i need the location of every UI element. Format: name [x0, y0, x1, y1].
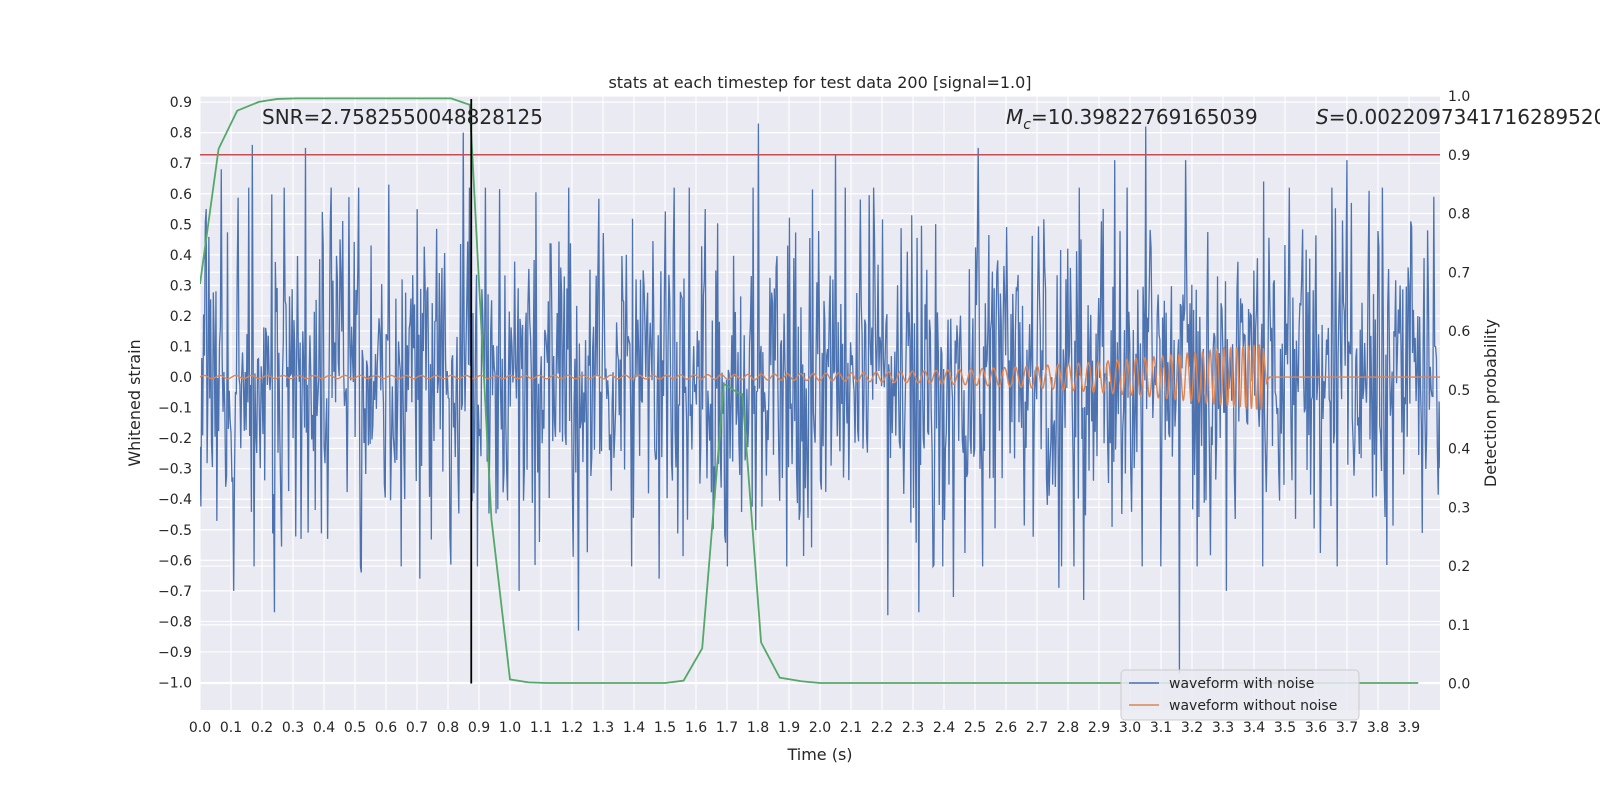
right-y-tick-label: 0.8 [1448, 207, 1470, 223]
right-y-tick-label: 0.0 [1448, 677, 1470, 693]
left-y-tick-label: 0.8 [170, 126, 192, 142]
x-axis-label: Time (s) [786, 745, 852, 764]
left-y-tick-label: −0.9 [158, 645, 192, 661]
right-y-tick-labels: 0.0 0.1 0.2 0.3 0.4 0.5 0.6 0.7 0.8 0.9 1.0 [1448, 89, 1470, 693]
x-tick-label: 2.7 [1026, 720, 1048, 736]
left-y-tick-label: −0.7 [158, 584, 192, 600]
chirp-mass-value: =10.39822769165039 [1031, 105, 1258, 129]
left-y-tick-label: −0.8 [158, 614, 192, 630]
snr-annotation: SNR=2.7582550048828125 [262, 105, 543, 129]
x-tick-label: 3.4 [1243, 720, 1265, 736]
left-y-tick-labels: −1.0 −0.9 −0.8 −0.7 −0.6 −0.5 −0.4 −0.3 −0.2 −0.1… [158, 95, 192, 691]
left-y-tick-label: 0.9 [170, 95, 192, 111]
x-tick-label: 3.3 [1212, 720, 1234, 736]
legend: waveform with noise waveform without noi… [1120, 669, 1360, 721]
left-y-tick-label: −1.0 [158, 676, 192, 692]
x-tick-label: 3.7 [1336, 720, 1358, 736]
x-tick-label: 0.6 [375, 720, 397, 736]
x-tick-label: 1.0 [499, 720, 521, 736]
left-y-tick-label: −0.3 [158, 462, 192, 478]
x-tick-label: 3.5 [1274, 720, 1296, 736]
left-y-tick-label: 0.3 [170, 278, 192, 294]
x-tick-label: 1.9 [778, 720, 800, 736]
left-y-tick-label: 0.2 [170, 309, 192, 325]
x-tick-label: 0.2 [251, 720, 273, 736]
left-y-tick-label: −0.5 [158, 523, 192, 539]
left-y-tick-label: 0.6 [170, 187, 192, 203]
left-y-axis-label: Whitened strain [125, 339, 144, 466]
x-tick-label: 0.0 [189, 720, 211, 736]
x-tick-label: 1.8 [747, 720, 769, 736]
left-y-tick-label: −0.6 [158, 553, 192, 569]
x-tick-label: 2.8 [1057, 720, 1079, 736]
chirp-mass-annotation: Mc=10.39822769165039 [1006, 105, 1258, 133]
right-y-tick-label: 0.6 [1448, 324, 1470, 340]
x-tick-label: 2.9 [1088, 720, 1110, 736]
left-y-tick-label: 0.1 [170, 339, 192, 355]
x-tick-label: 0.3 [282, 720, 304, 736]
legend-box [1120, 669, 1360, 721]
x-tick-label: 1.2 [561, 720, 583, 736]
s-symbol: S [1316, 105, 1329, 129]
chirp-mass-subscript: c [1023, 117, 1031, 133]
x-tick-label: 2.6 [995, 720, 1017, 736]
chart-title: stats at each timestep for test data 200… [608, 73, 1031, 92]
left-y-tick-label: 0.0 [170, 370, 192, 386]
x-tick-label: 2.0 [809, 720, 831, 736]
clean-waveform-line [200, 344, 1440, 411]
legend-clean-label: waveform without noise [1169, 698, 1337, 714]
x-tick-label: 2.3 [902, 720, 924, 736]
x-tick-label: 0.4 [313, 720, 335, 736]
s-value: =0.0022097341716289520 [1329, 105, 1600, 129]
legend-noise-label: waveform with noise [1169, 676, 1314, 692]
x-tick-label: 1.3 [592, 720, 614, 736]
right-y-tick-label: 0.3 [1448, 500, 1470, 516]
x-tick-label: 3.6 [1305, 720, 1327, 736]
x-tick-label: 0.7 [406, 720, 428, 736]
x-tick-label: 2.2 [871, 720, 893, 736]
x-tick-labels: 0.0 0.1 0.2 0.3 0.4 0.5 0.6 0.7 0.8 0.9 1.0 1.1 1.2 1… [189, 720, 1420, 736]
x-tick-label: 3.9 [1398, 720, 1420, 736]
left-y-tick-label: −0.1 [158, 401, 192, 417]
x-tick-label: 1.5 [654, 720, 676, 736]
right-y-axis-label: Detection probability [1481, 319, 1500, 487]
x-tick-label: 3.0 [1119, 720, 1141, 736]
left-y-tick-label: −0.4 [158, 492, 192, 508]
x-tick-label: 1.6 [685, 720, 707, 736]
x-tick-label: 0.9 [468, 720, 490, 736]
noise-waveform-line [200, 123, 1440, 674]
left-y-tick-label: 0.5 [170, 217, 192, 233]
x-tick-label: 0.8 [437, 720, 459, 736]
x-tick-label: 2.5 [964, 720, 986, 736]
x-tick-label: 3.8 [1367, 720, 1389, 736]
left-y-tick-label: 0.4 [170, 248, 192, 264]
s-annotation: S=0.0022097341716289520 [1316, 105, 1600, 129]
right-y-tick-label: 0.9 [1448, 148, 1470, 164]
x-tick-label: 3.1 [1150, 720, 1172, 736]
left-y-tick-label: 0.7 [170, 156, 192, 172]
chirp-mass-symbol: M [1006, 105, 1023, 129]
left-y-tick-label: −0.2 [158, 431, 192, 447]
right-y-tick-label: 0.4 [1448, 442, 1470, 458]
right-y-tick-label: 1.0 [1448, 89, 1470, 105]
right-y-tick-label: 0.2 [1448, 559, 1470, 575]
x-tick-label: 1.4 [623, 720, 645, 736]
x-tick-label: 0.5 [344, 720, 366, 736]
x-tick-label: 2.4 [933, 720, 955, 736]
x-tick-label: 1.7 [716, 720, 738, 736]
x-tick-label: 3.2 [1181, 720, 1203, 736]
probability-line [200, 97, 1419, 684]
x-tick-label: 0.1 [220, 720, 242, 736]
right-y-tick-label: 0.7 [1448, 265, 1470, 281]
right-y-tick-label: 0.1 [1448, 618, 1470, 634]
x-tick-label: 2.1 [840, 720, 862, 736]
x-tick-label: 1.1 [530, 720, 552, 736]
right-y-tick-label: 0.5 [1448, 383, 1470, 399]
